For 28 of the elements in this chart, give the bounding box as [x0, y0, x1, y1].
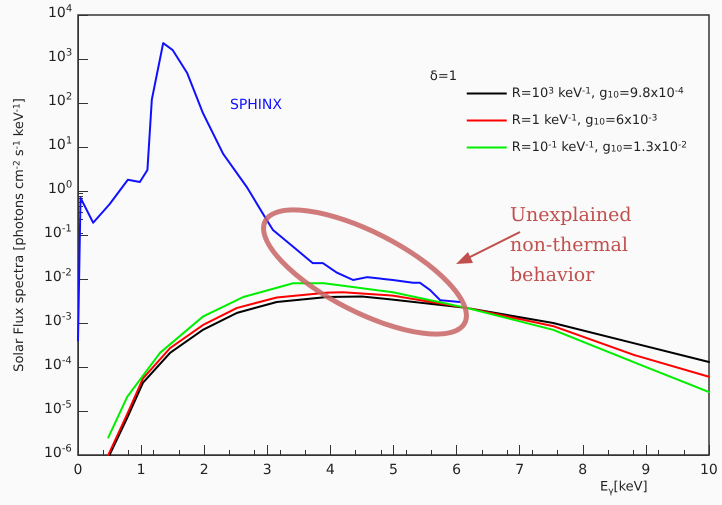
- x-tick-label: 7: [515, 462, 524, 478]
- legend-title: δ=1: [430, 69, 458, 84]
- y-tick-label: 10$^{0}$: [48, 179, 72, 197]
- y-tick-label: 10$^{2}$: [48, 91, 72, 109]
- y-tick-label: 10$^{-5}$: [44, 399, 72, 417]
- y-tick-label: 10$^{4}$: [48, 3, 72, 21]
- line-series: [77, 42, 461, 342]
- y-tick-label: 10$^{-6}$: [44, 443, 72, 461]
- x-tick-label: 0: [74, 462, 82, 478]
- x-tick-label: 6: [452, 462, 462, 478]
- y-tick-label: 10$^{1}$: [48, 135, 72, 153]
- x-tick-label: 10: [700, 462, 718, 478]
- y-tick-label: 10$^{3}$: [48, 47, 72, 65]
- y-tick-label: 10$^{-1}$: [44, 223, 72, 241]
- y-tick-label: 10$^{-2}$: [44, 267, 72, 285]
- x-tick-label: 5: [389, 462, 398, 478]
- line-series: [107, 282, 710, 438]
- y-axis-title: Solar Flux spectra [photons cm-2 s-1 keV-1]: [12, 98, 27, 372]
- x-tick-label: 4: [326, 462, 335, 478]
- x-tick-label: 3: [262, 462, 272, 478]
- x-tick-label: 1: [136, 462, 146, 478]
- annotation: Unexplained non-thermal behavior: [510, 204, 638, 286]
- y-tick-label: 10$^{-3}$: [44, 311, 72, 329]
- y-tick-label: 10$^{-4}$: [44, 355, 72, 373]
- x-tick-label: 8: [578, 462, 588, 478]
- series-label: SPHINX: [230, 97, 282, 114]
- x-tick-label: 9: [641, 462, 650, 478]
- x-tick-label: 2: [200, 462, 209, 478]
